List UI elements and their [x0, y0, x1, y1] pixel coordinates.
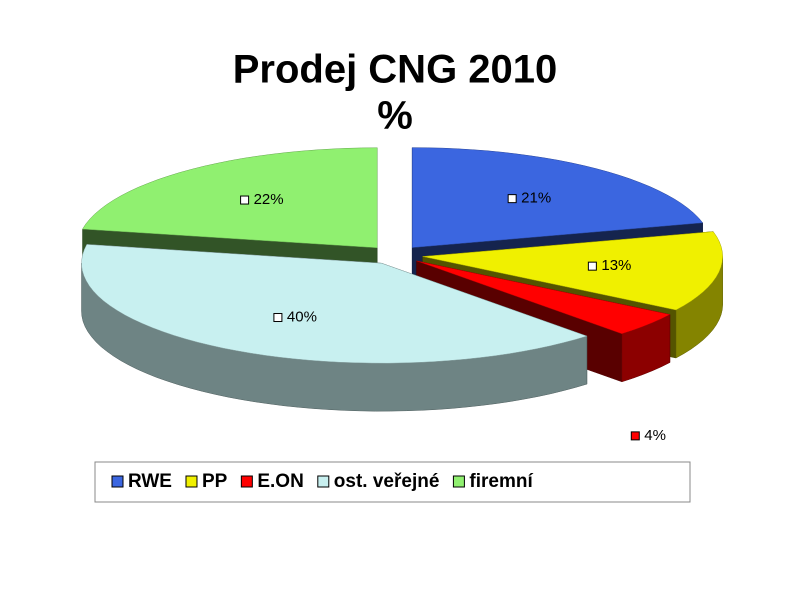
legend-label: RWE [128, 471, 172, 492]
legend-swatch [452, 475, 465, 488]
label-marker [507, 194, 517, 204]
slice-top [82, 147, 378, 249]
data-label: 4% [644, 427, 666, 444]
legend-label: E.ON [257, 471, 303, 492]
chart-subtitle: % [377, 94, 413, 138]
legend-swatch [185, 475, 198, 488]
slice-top [416, 260, 671, 335]
legend: RWE PP E.ON ost. veřejné firemní [111, 471, 533, 492]
slice-top [411, 147, 704, 248]
data-label: 40% [287, 308, 317, 325]
legend-label: PP [202, 471, 228, 492]
legend-swatch [317, 475, 330, 488]
data-label: 21% [521, 190, 551, 207]
data-label: 22% [254, 191, 284, 208]
label-marker [630, 431, 640, 441]
legend-swatch [240, 475, 253, 488]
label-marker [587, 261, 597, 271]
legend-label: firemní [469, 471, 533, 492]
slice-top [422, 231, 723, 311]
pie: 21% 13% 4% 40% 22% [81, 147, 723, 444]
slice-top [81, 244, 588, 364]
legend-label: ost. veřejné [334, 471, 440, 492]
label-marker [240, 195, 250, 205]
data-label: 13% [601, 257, 631, 274]
label-marker [273, 313, 283, 323]
chart-title: Prodej CNG 2010 [233, 48, 558, 92]
pie-slice [81, 244, 588, 412]
legend-swatch [111, 475, 124, 488]
